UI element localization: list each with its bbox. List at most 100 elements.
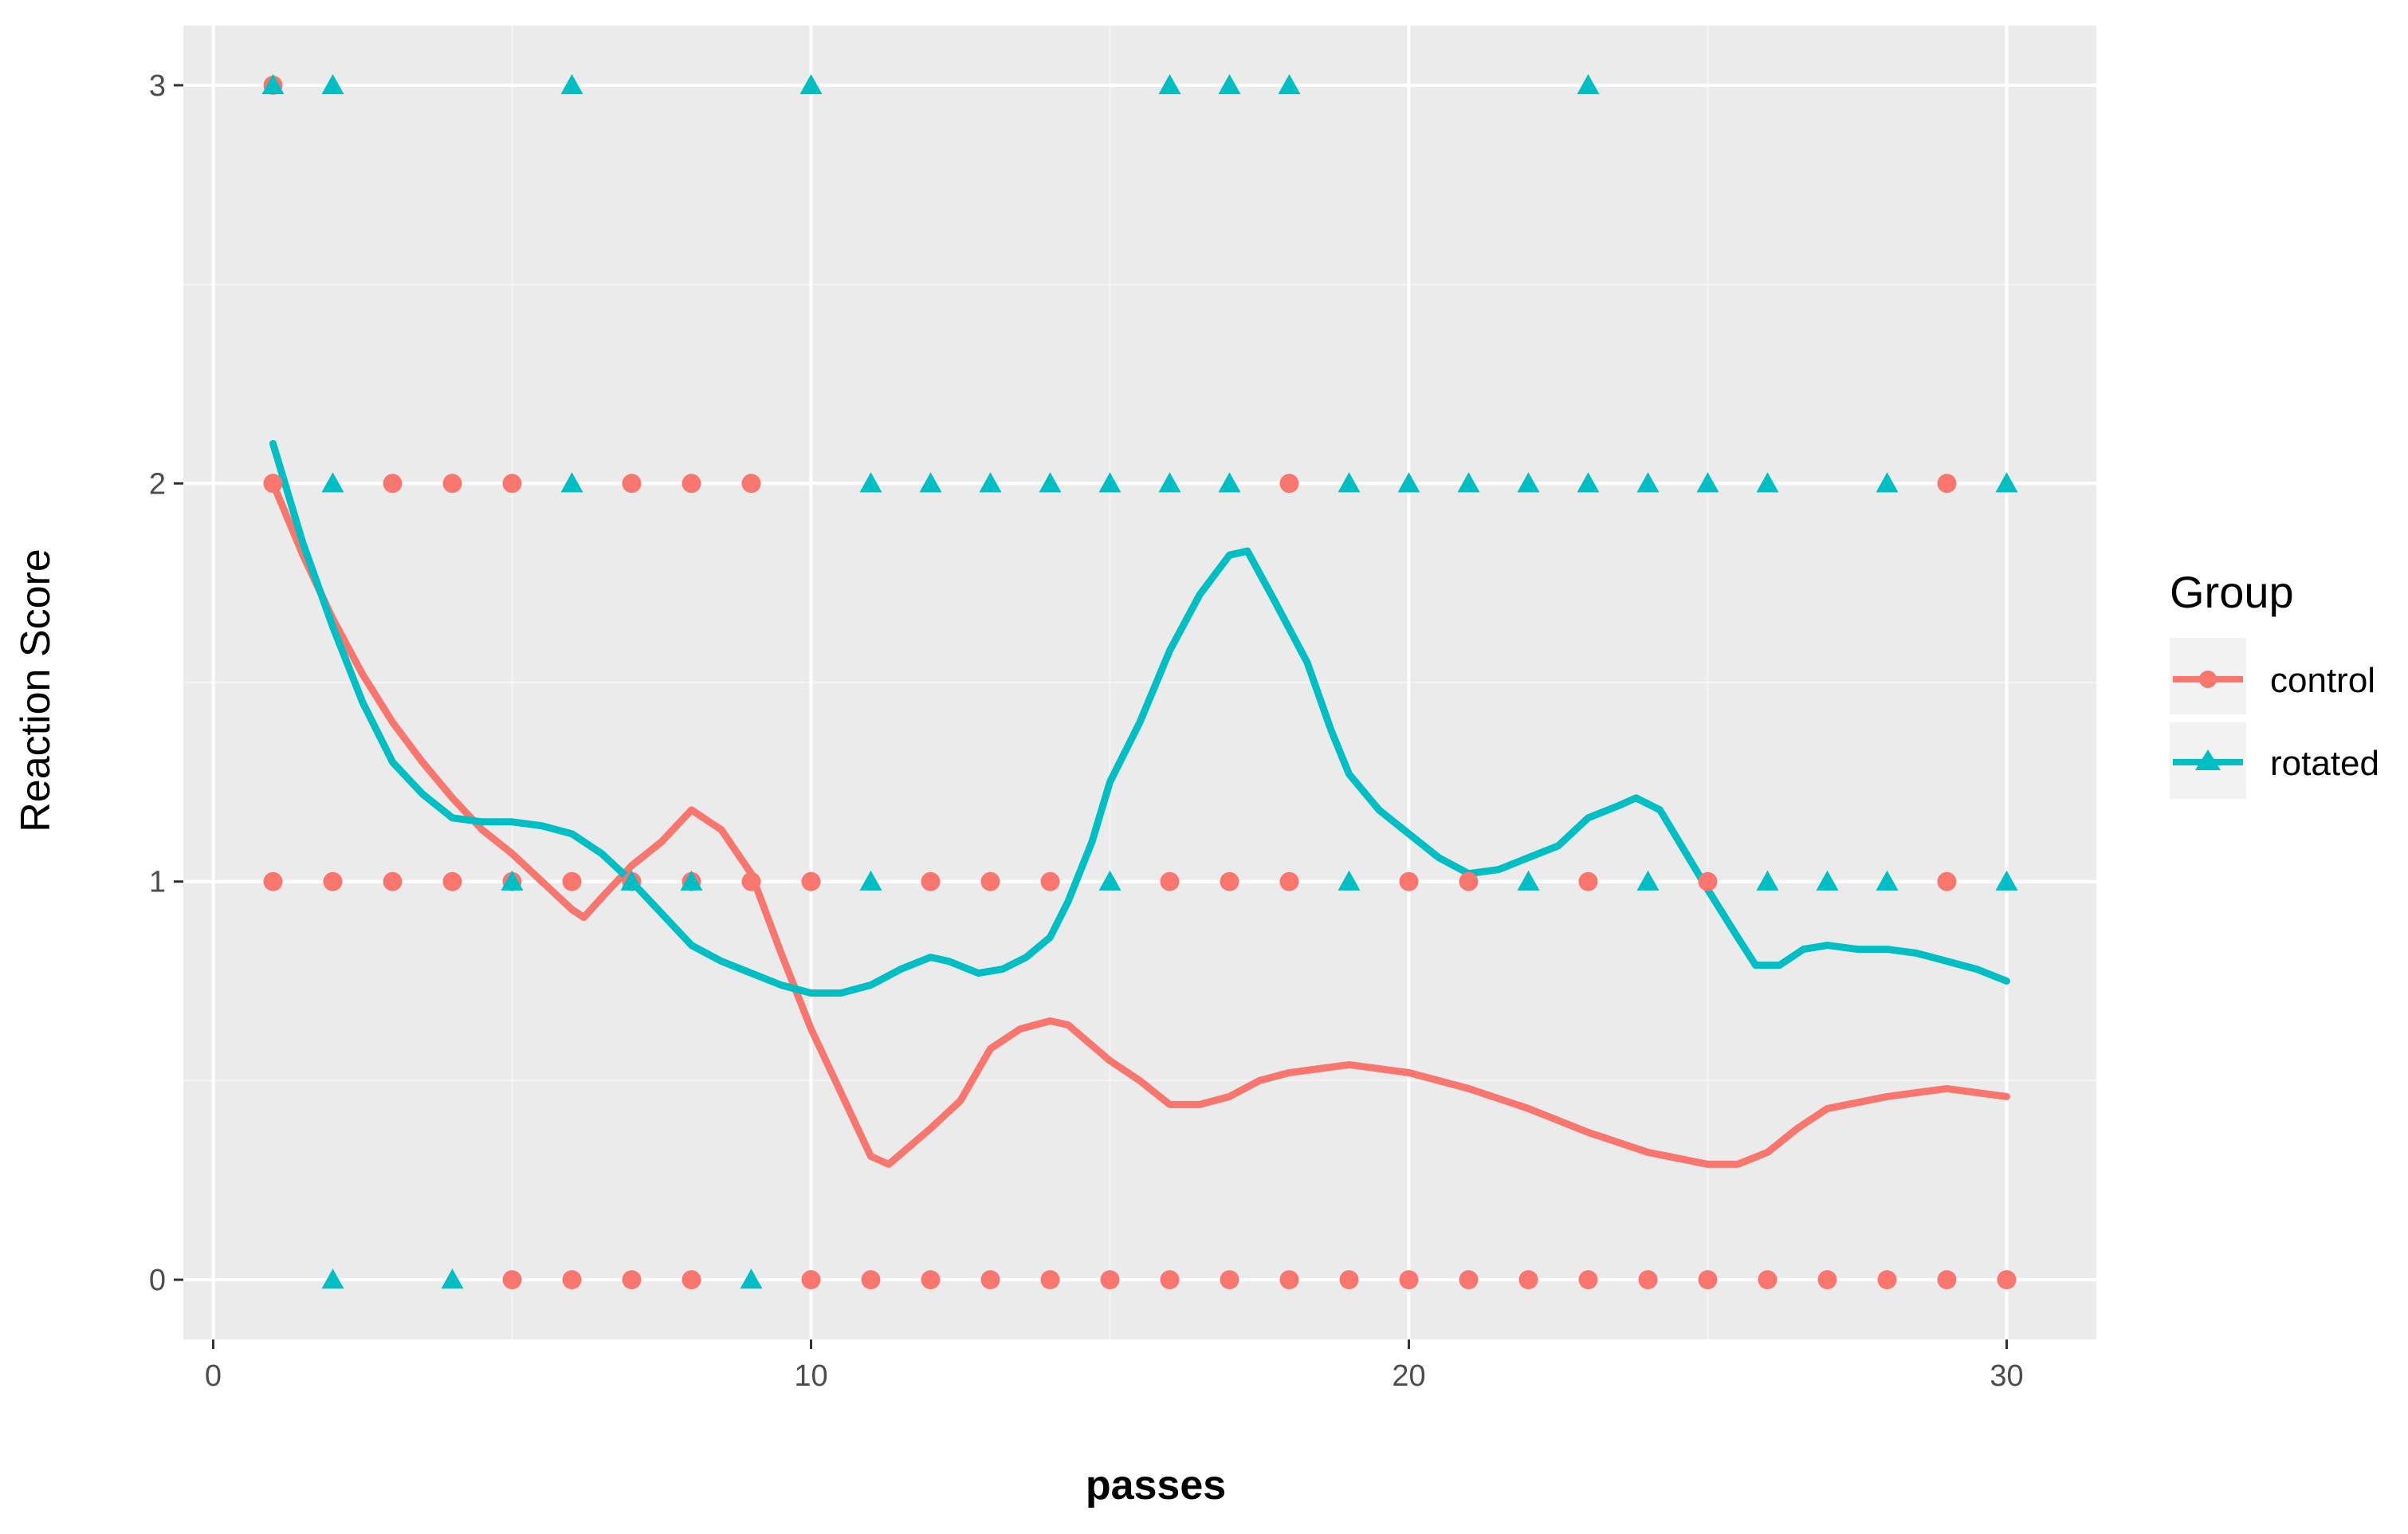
y-tick-label: 0: [149, 1264, 166, 1297]
point-control: [1817, 1270, 1837, 1290]
point-rotated: [979, 472, 1002, 493]
point-control: [1100, 1270, 1120, 1290]
y-tick-label: 3: [149, 69, 166, 103]
point-rotated: [1995, 870, 2018, 891]
point-control: [1459, 1270, 1479, 1290]
point-rotated: [1039, 472, 1062, 493]
y-tick-label: 2: [149, 467, 166, 501]
legend-key-control-marker: [2199, 671, 2217, 688]
point-rotated: [1338, 472, 1361, 493]
point-control: [921, 1270, 941, 1290]
point-rotated: [1756, 870, 1779, 891]
point-control: [1040, 1270, 1060, 1290]
point-control: [1937, 474, 1957, 494]
point-control: [980, 871, 1000, 891]
point-rotated: [501, 870, 524, 891]
smooth-lines: [269, 439, 2010, 1168]
point-control: [1698, 871, 1718, 891]
point-control: [383, 474, 403, 494]
point-rotated: [321, 1268, 344, 1289]
point-control: [1937, 1270, 1957, 1290]
point-control: [622, 1270, 642, 1290]
point-control: [323, 871, 343, 891]
point-rotated: [441, 1268, 464, 1289]
point-rotated: [1517, 472, 1540, 493]
point-rotated: [859, 870, 882, 891]
legend-title: Group: [2170, 567, 2294, 617]
point-control: [801, 1270, 821, 1290]
point-rotated: [1457, 472, 1480, 493]
point-rotated: [1636, 870, 1660, 891]
point-control: [980, 1270, 1000, 1290]
point-rotated: [1218, 73, 1241, 95]
point-control: [921, 871, 941, 891]
point-control: [801, 871, 821, 891]
major-gridlines: [183, 26, 2096, 1339]
y-axis-title: Reaction Score: [13, 549, 59, 832]
point-control: [1339, 1270, 1359, 1290]
point-rotated: [1816, 870, 1839, 891]
point-rotated: [1158, 472, 1181, 493]
point-control: [1459, 871, 1479, 891]
point-control: [1638, 1270, 1658, 1290]
axis-ticks: 0 10 20 30 0 1 2 3: [149, 69, 2024, 1393]
point-rotated: [261, 73, 285, 95]
point-control: [502, 474, 522, 494]
point-rotated: [1876, 472, 1899, 493]
point-control: [562, 1270, 582, 1290]
smooth-line-rotated: [269, 439, 2010, 997]
point-rotated: [1098, 870, 1122, 891]
point-control: [741, 474, 761, 494]
point-rotated: [740, 1268, 763, 1289]
point-control: [1399, 1270, 1419, 1290]
point-control: [861, 1270, 881, 1290]
legend: Group control rotated: [2170, 567, 2379, 799]
point-control: [263, 474, 283, 494]
point-rotated: [919, 472, 942, 493]
legend-key-rotated-marker: [2195, 749, 2221, 770]
point-rotated: [859, 472, 882, 493]
point-rotated: [560, 73, 583, 95]
point-control: [1997, 1270, 2017, 1290]
point-control: [1279, 871, 1299, 891]
point-control: [1758, 1270, 1778, 1290]
data-points: [261, 73, 2018, 1290]
point-control: [263, 871, 283, 891]
point-control: [1220, 871, 1239, 891]
legend-label-control: control: [2270, 661, 2375, 700]
point-control: [1160, 871, 1180, 891]
point-rotated: [1696, 472, 1719, 493]
point-control: [1279, 474, 1299, 494]
point-control: [1578, 871, 1598, 891]
point-control: [502, 1270, 522, 1290]
x-tick-label: 10: [794, 1359, 827, 1393]
x-tick-label: 30: [1990, 1359, 2023, 1393]
point-rotated: [1636, 472, 1660, 493]
point-control: [1220, 1270, 1239, 1290]
point-rotated: [1338, 870, 1361, 891]
point-rotated: [321, 73, 344, 95]
point-rotated: [560, 472, 583, 493]
point-control: [383, 871, 403, 891]
point-control: [1518, 1270, 1538, 1290]
point-control: [442, 474, 462, 494]
x-axis-title: passes: [1086, 1462, 1226, 1508]
point-control: [1937, 871, 1957, 891]
y-tick-label: 1: [149, 866, 166, 899]
point-rotated: [1278, 73, 1301, 95]
point-control: [1279, 1270, 1299, 1290]
point-rotated: [680, 870, 703, 891]
point-control: [682, 474, 701, 494]
point-rotated: [799, 73, 823, 95]
x-tick-label: 0: [205, 1359, 222, 1393]
point-rotated: [1577, 73, 1600, 95]
point-rotated: [1397, 472, 1420, 493]
point-rotated: [1756, 472, 1779, 493]
point-control: [442, 871, 462, 891]
point-rotated: [1876, 870, 1899, 891]
point-control: [622, 474, 642, 494]
point-control: [1578, 1270, 1598, 1290]
point-rotated: [620, 870, 643, 891]
point-control: [1399, 871, 1419, 891]
